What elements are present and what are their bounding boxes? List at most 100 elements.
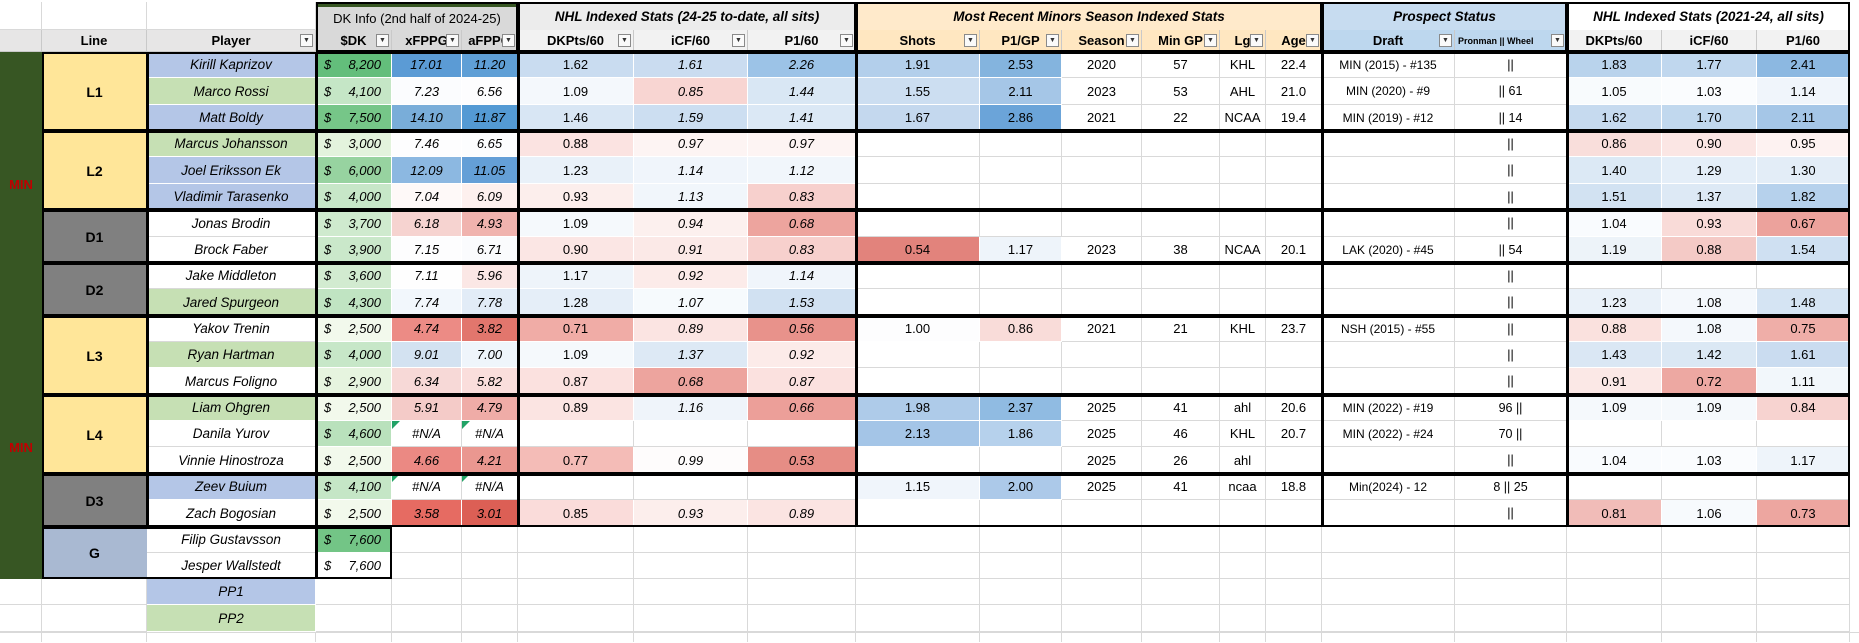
cell-dk-12[interactable]: $2,900 [316, 368, 392, 395]
cell-afppg-15[interactable]: 4.21 [462, 447, 518, 474]
cell-p1-0[interactable]: 1.83 [1567, 52, 1662, 78]
filter-icon-afppg[interactable]: ▼ [502, 34, 515, 47]
cell-pg-19[interactable] [980, 553, 1062, 579]
line-label-D2[interactable]: D2 [42, 263, 147, 316]
empty-cell[interactable] [1757, 632, 1850, 642]
empty-cell[interactable] [856, 632, 980, 642]
cell-sh-14[interactable]: 2.13 [856, 421, 980, 447]
cell-p3-0[interactable]: 2.41 [1757, 52, 1850, 78]
cell-p2-5[interactable]: 1.37 [1662, 184, 1757, 210]
empty-cell[interactable] [1266, 579, 1322, 605]
empty-cell[interactable] [147, 632, 316, 642]
cell-lg-7[interactable]: NCAA [1220, 237, 1266, 263]
cell-rk-10[interactable]: || [1455, 316, 1567, 342]
header-sh[interactable]: Shots ▼ [856, 30, 980, 52]
cell-p1-3[interactable]: 0.86 [1567, 131, 1662, 157]
line-label-L1[interactable]: L1 [42, 52, 147, 131]
cell-p2-8[interactable] [1662, 263, 1757, 289]
cell-rk-7[interactable]: || 54 [1455, 237, 1567, 263]
line-label-L4[interactable]: L4 [42, 395, 147, 474]
filter-icon-rk[interactable]: ▼ [1551, 34, 1564, 47]
cell-c3-16[interactable] [748, 474, 856, 500]
cell-sh-7[interactable]: 0.54 [856, 237, 980, 263]
cell-p2-19[interactable] [1662, 553, 1757, 579]
cell-player-11[interactable]: Ryan Hartman [147, 342, 316, 368]
cell-afppg-6[interactable]: 4.93 [462, 210, 518, 237]
cell-c3-15[interactable]: 0.53 [748, 447, 856, 474]
cell-p3-2[interactable]: 2.11 [1757, 105, 1850, 131]
header-c2[interactable]: iCF/60 ▼ [634, 30, 748, 52]
cell-dr-19[interactable] [1322, 553, 1455, 579]
cell-p3-11[interactable]: 1.61 [1757, 342, 1850, 368]
cell-se-9[interactable] [1062, 289, 1142, 316]
cell-player-2[interactable]: Matt Boldy [147, 105, 316, 131]
empty-cell[interactable] [980, 605, 1062, 632]
empty-cell[interactable] [1757, 579, 1850, 605]
cell-afppg-11[interactable]: 7.00 [462, 342, 518, 368]
cell-pg-10[interactable]: 0.86 [980, 316, 1062, 342]
cell-afppg-14[interactable]: #N/A [462, 421, 518, 447]
cell-c2-11[interactable]: 1.37 [634, 342, 748, 368]
filter-icon-lg[interactable]: ▼ [1250, 34, 1263, 47]
cell-p3-1[interactable]: 1.14 [1757, 78, 1850, 105]
cell-rk-0[interactable]: || [1455, 52, 1567, 78]
empty-cell[interactable] [462, 632, 518, 642]
cell-gp-17[interactable] [1142, 500, 1220, 527]
line-label-L2[interactable]: L2 [42, 131, 147, 210]
cell-gp-5[interactable] [1142, 184, 1220, 210]
cell-lg-6[interactable] [1220, 210, 1266, 237]
cell-p2-10[interactable]: 1.08 [1662, 316, 1757, 342]
empty-cell[interactable] [1757, 605, 1850, 632]
empty-cell[interactable] [316, 605, 392, 632]
cell-rk-18[interactable] [1455, 527, 1567, 553]
cell-c3-10[interactable]: 0.56 [748, 316, 856, 342]
cell-pg-6[interactable] [980, 210, 1062, 237]
cell-pg-11[interactable] [980, 342, 1062, 368]
cell-p2-9[interactable]: 1.08 [1662, 289, 1757, 316]
cell-dr-0[interactable]: MIN (2015) - #135 [1322, 52, 1455, 78]
cell-dk-15[interactable]: $2,500 [316, 447, 392, 474]
empty-cell[interactable] [392, 605, 462, 632]
empty-cell[interactable] [1142, 605, 1220, 632]
cell-c3-12[interactable]: 0.87 [748, 368, 856, 395]
cell-dr-4[interactable] [1322, 157, 1455, 184]
cell-ag-19[interactable] [1266, 553, 1322, 579]
cell-rk-9[interactable]: || [1455, 289, 1567, 316]
cell-lg-3[interactable] [1220, 131, 1266, 157]
cell-p3-4[interactable]: 1.30 [1757, 157, 1850, 184]
empty-cell[interactable] [1062, 579, 1142, 605]
cell-sh-9[interactable] [856, 289, 980, 316]
cell-pg-12[interactable] [980, 368, 1062, 395]
cell-sh-16[interactable]: 1.15 [856, 474, 980, 500]
cell-ag-15[interactable] [1266, 447, 1322, 474]
cell-gp-2[interactable]: 22 [1142, 105, 1220, 131]
cell-player-4[interactable]: Joel Eriksson Ek [147, 157, 316, 184]
cell-afppg-10[interactable]: 3.82 [462, 316, 518, 342]
cell-c1-13[interactable]: 0.89 [518, 395, 634, 421]
cell-afppg-5[interactable]: 6.09 [462, 184, 518, 210]
cell-player-0[interactable]: Kirill Kaprizov [147, 52, 316, 78]
empty-cell[interactable] [980, 579, 1062, 605]
cell-c2-7[interactable]: 0.91 [634, 237, 748, 263]
cell-p3-18[interactable] [1757, 527, 1850, 553]
cell-c1-3[interactable]: 0.88 [518, 131, 634, 157]
cell-se-12[interactable] [1062, 368, 1142, 395]
cell-dk-3[interactable]: $3,000 [316, 131, 392, 157]
cell-c1-8[interactable]: 1.17 [518, 263, 634, 289]
cell-player-15[interactable]: Vinnie Hinostroza [147, 447, 316, 474]
cell-sh-1[interactable]: 1.55 [856, 78, 980, 105]
cell-gp-7[interactable]: 38 [1142, 237, 1220, 263]
cell-pg-7[interactable]: 1.17 [980, 237, 1062, 263]
cell-se-17[interactable] [1062, 500, 1142, 527]
cell-ag-10[interactable]: 23.7 [1266, 316, 1322, 342]
cell-afppg-9[interactable]: 7.78 [462, 289, 518, 316]
cell-c2-16[interactable] [634, 474, 748, 500]
cell-c3-11[interactable]: 0.92 [748, 342, 856, 368]
cell-afppg-2[interactable]: 11.87 [462, 105, 518, 131]
empty-cell[interactable] [1062, 632, 1142, 642]
empty-cell[interactable] [518, 579, 634, 605]
header-p1[interactable]: DKPts/60 [1567, 30, 1662, 52]
empty-cell[interactable] [518, 605, 634, 632]
cell-dr-17[interactable] [1322, 500, 1455, 527]
cell-ag-13[interactable]: 20.6 [1266, 395, 1322, 421]
